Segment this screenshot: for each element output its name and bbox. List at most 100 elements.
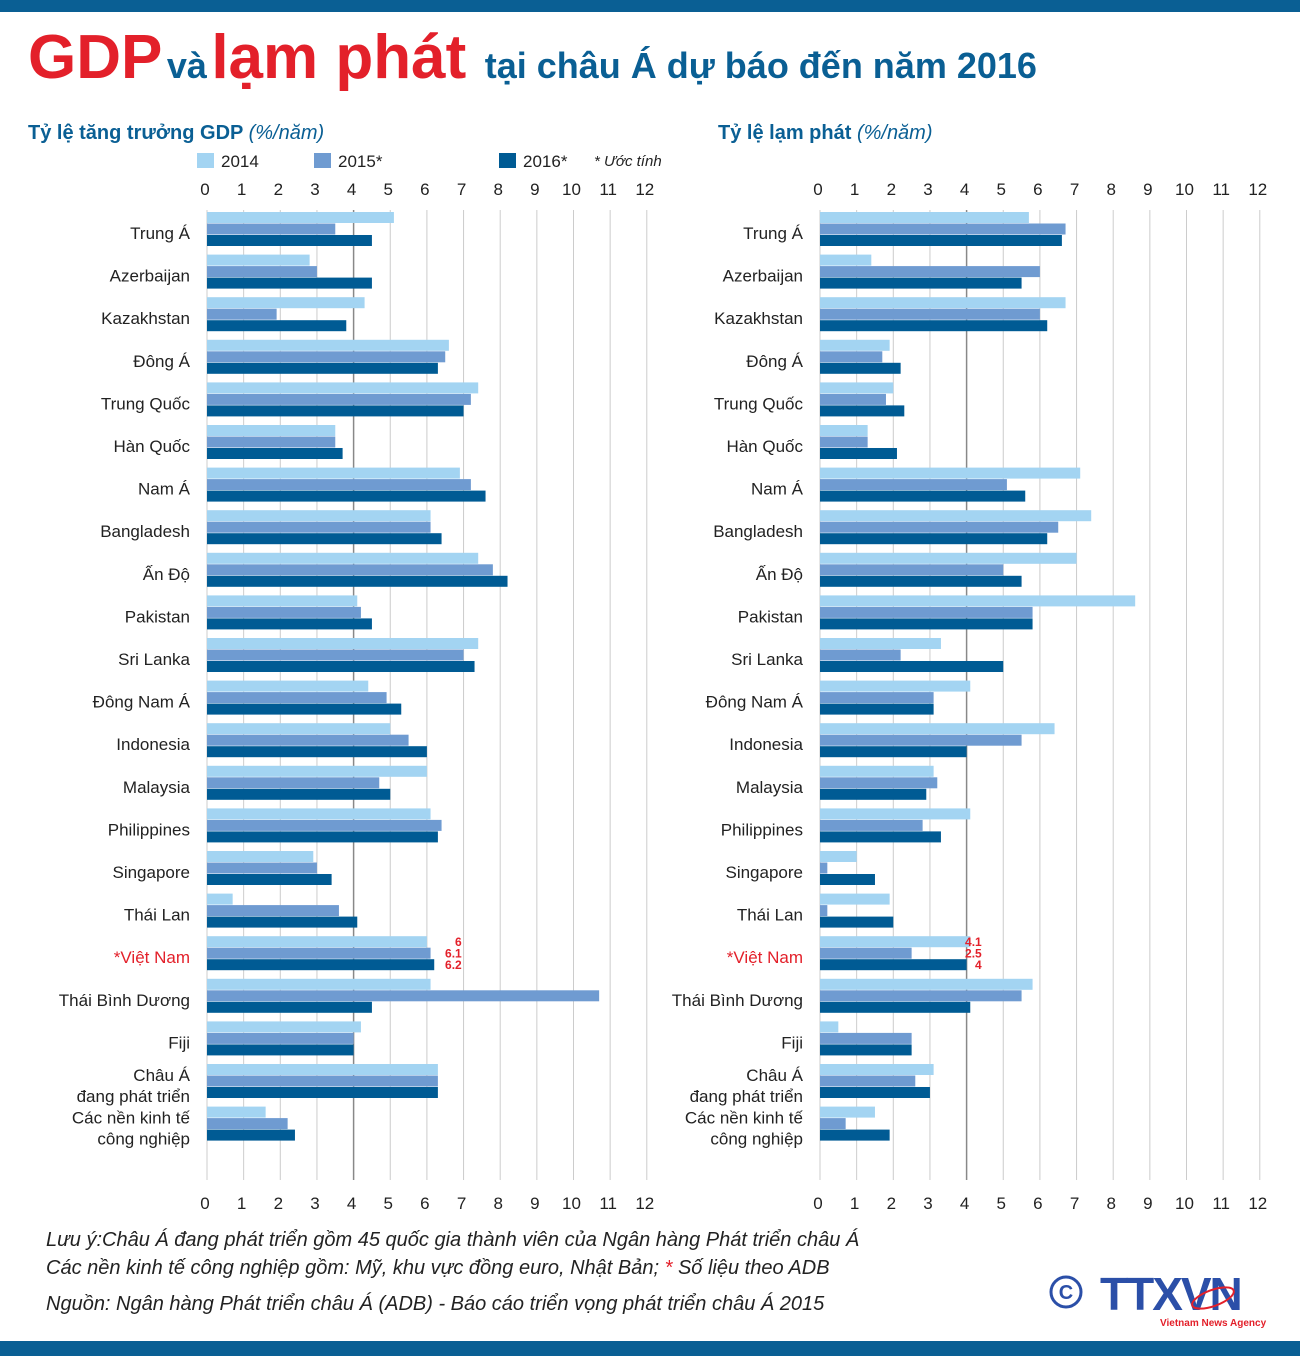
bar-2015-5 (820, 436, 868, 448)
bar-2015-21 (207, 1118, 288, 1130)
category-label: Sri Lanka (731, 650, 803, 669)
category-label: Nam Á (751, 480, 804, 499)
category-label: Hàn Quốc (726, 437, 803, 456)
legend-swatch (499, 153, 516, 168)
note-2-text: Các nền kinh tế công nghiệp gồm: Mỹ, khu… (46, 1257, 660, 1279)
bar-2016-15 (207, 874, 332, 885)
bar-2014-4 (820, 382, 894, 394)
category-label: Kazakhstan (714, 309, 803, 328)
category-label: Trung Á (743, 224, 804, 243)
bar-2015-13 (207, 777, 380, 789)
tick-label-bottom: 5 (997, 1194, 1006, 1213)
bar-2015-7 (820, 521, 1059, 533)
bar-2015-2 (820, 308, 1040, 320)
bar-2015-11 (820, 692, 934, 704)
category-label: Philippines (721, 820, 803, 839)
tick-label-top: 6 (1033, 180, 1042, 199)
category-label: Fiji (781, 1033, 803, 1052)
bar-2014-11 (207, 680, 369, 692)
category-label: Philippines (108, 820, 190, 839)
title-subtitle: tại châu Á dự báo đến năm 2016 (484, 45, 1037, 86)
bar-2016-16 (207, 916, 358, 928)
bar-2015-10 (820, 649, 901, 661)
bar-2015-2 (207, 308, 277, 320)
legend-label: 2016* (523, 152, 568, 171)
category-label: Thái Lan (124, 906, 190, 925)
category-label: Thái Bình Dương (59, 991, 190, 1010)
bar-2014-2 (207, 297, 365, 309)
bar-2016-11 (207, 703, 402, 715)
category-label: Malaysia (736, 778, 804, 797)
title-gdp: GDP (28, 23, 163, 92)
bar-2016-3 (207, 362, 438, 374)
ttxvn-logo: C TTXVN Vietnam News Agency (1048, 1268, 1278, 1336)
bar-2015-9 (207, 606, 361, 618)
bar-2016-14 (207, 831, 438, 843)
bar-2014-5 (207, 425, 336, 436)
bar-2014-1 (207, 254, 310, 266)
bar-2015-1 (820, 266, 1040, 278)
tick-label-top: 1 (237, 180, 246, 199)
bar-2014-3 (207, 339, 449, 351)
bar-2014-10 (820, 638, 941, 649)
category-label: Malaysia (123, 778, 191, 797)
bar-2016-3 (820, 362, 901, 374)
category-label: Pakistan (125, 607, 190, 626)
bar-2014-7 (820, 510, 1092, 522)
tick-label-bottom: 3 (310, 1194, 319, 1213)
bar-2014-12 (820, 723, 1055, 735)
tick-label-bottom: 6 (420, 1194, 429, 1213)
bar-2015-0 (207, 223, 336, 235)
legend-note: * Ước tính (594, 153, 662, 170)
data-label: 6.1 (445, 947, 462, 961)
note-2: Các nền kinh tế công nghiệp gồm: Mỹ, khu… (46, 1254, 859, 1282)
category-label: Hàn Quốc (113, 437, 190, 456)
tick-label-bottom: 10 (1175, 1194, 1194, 1213)
data-label: 6 (455, 935, 462, 949)
bar-2016-19 (820, 1044, 912, 1056)
bar-2014-15 (820, 851, 857, 862)
bar-2016-20 (207, 1087, 438, 1098)
tick-label-bottom: 8 (493, 1194, 502, 1213)
tick-label-top: 12 (1248, 180, 1267, 199)
note-2-tail: Số liệu theo ADB (677, 1257, 830, 1279)
tick-label-bottom: 5 (384, 1194, 393, 1213)
bar-2015-18 (820, 990, 1022, 1002)
category-label: Trung Á (130, 224, 191, 243)
bar-2014-8 (207, 552, 479, 564)
bar-2015-17 (207, 947, 431, 959)
copyright-icon (1049, 1275, 1083, 1309)
tick-label-bottom: 9 (1143, 1194, 1152, 1213)
bar-2015-10 (207, 649, 464, 661)
bar-2016-11 (820, 703, 934, 715)
bar-2015-19 (820, 1032, 912, 1044)
tick-label-bottom: 4 (347, 1194, 356, 1213)
category-label: Đông Á (133, 352, 190, 371)
bar-2016-13 (820, 788, 927, 800)
svg-text:C: C (1059, 1282, 1073, 1304)
bar-2016-13 (207, 788, 391, 800)
top-band (0, 0, 1300, 12)
tick-label-top: 9 (530, 180, 539, 199)
bar-2016-5 (207, 448, 343, 459)
bar-2015-15 (207, 862, 317, 874)
tick-label-bottom: 2 (887, 1194, 896, 1213)
bar-2014-13 (820, 765, 934, 777)
bar-2015-11 (207, 692, 387, 704)
note-1: Lưu ý:Châu Á đang phát triển gồm 45 quốc… (46, 1229, 860, 1251)
bar-2014-15 (207, 851, 314, 862)
category-label: Pakistan (738, 607, 803, 626)
bar-2016-14 (820, 831, 941, 843)
bar-2014-20 (207, 1064, 438, 1075)
bar-2014-12 (207, 723, 391, 735)
category-label: Bangladesh (713, 522, 803, 541)
bar-2016-18 (207, 1001, 372, 1013)
tick-label-bottom: 8 (1106, 1194, 1115, 1213)
tick-label-bottom: 6 (1033, 1194, 1042, 1213)
category-label: Singapore (112, 863, 190, 882)
tick-label-bottom: 4 (960, 1194, 969, 1213)
bar-2016-5 (820, 448, 897, 459)
